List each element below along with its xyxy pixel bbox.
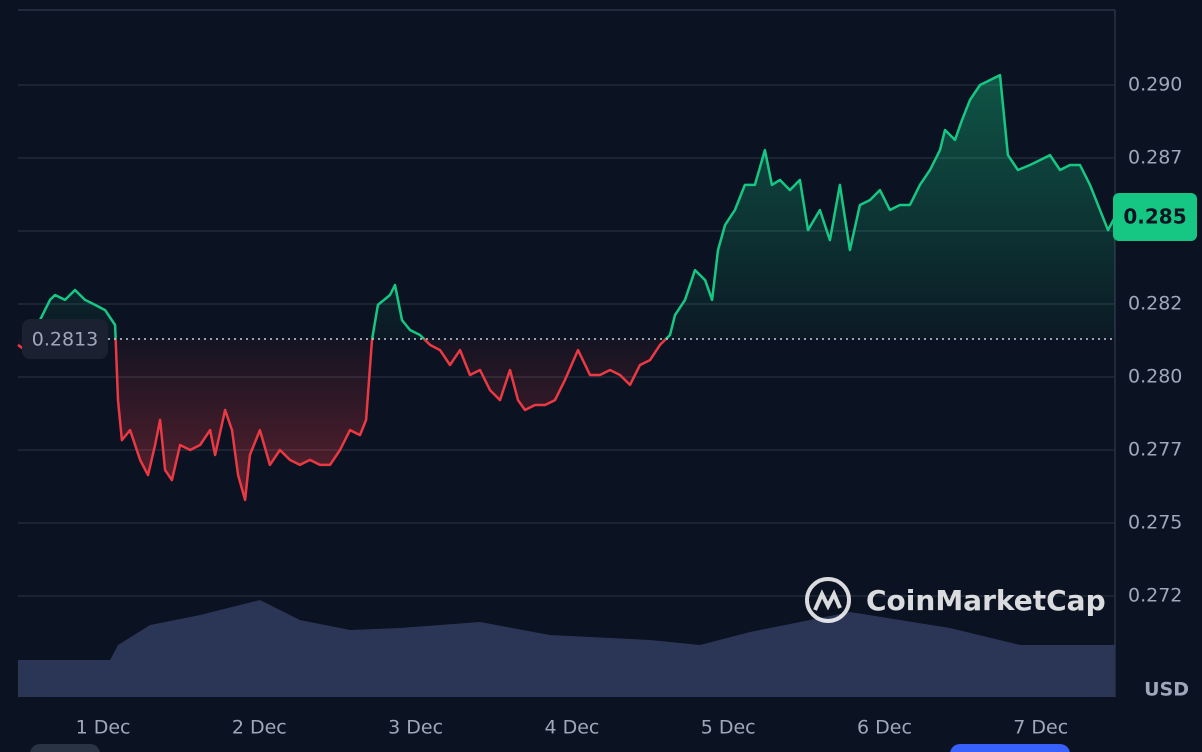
y-tick-label: 0.272 <box>1128 584 1182 606</box>
logo <box>805 577 851 623</box>
x-tick-label: 6 Dec <box>857 717 912 739</box>
baseline-label: 0.2813 <box>32 329 98 351</box>
x-tick-label: 3 Dec <box>388 717 443 739</box>
toolbar-pill[interactable] <box>950 744 1070 752</box>
y-tick-label: 0.277 <box>1128 438 1182 460</box>
price-line <box>17 73 1117 502</box>
currency-label: USD <box>1144 679 1189 701</box>
y-tick-label: 0.280 <box>1128 366 1182 388</box>
watermark-text: CoinMarketCap <box>866 584 1106 617</box>
x-tick-label: 7 Dec <box>1013 717 1068 739</box>
baseline-badge <box>22 319 108 360</box>
x-tick-label: 4 Dec <box>544 717 599 739</box>
watermark: CoinMarketCap <box>805 577 1106 623</box>
volume-area <box>18 600 1115 697</box>
y-tick-label: 0.287 <box>1128 147 1182 169</box>
price-badge-label: 0.285 <box>1123 205 1186 229</box>
logo-mark <box>813 589 842 611</box>
volume <box>18 600 1115 697</box>
price-badge <box>1113 193 1197 242</box>
x-tick-label: 1 Dec <box>76 717 131 739</box>
y-tick-label: 0.282 <box>1128 293 1182 315</box>
x-tick-label: 2 Dec <box>232 717 287 739</box>
x-tick-label: 5 Dec <box>701 717 756 739</box>
grid <box>18 84 1115 597</box>
plot: 0.2813 <box>17 73 1117 502</box>
toolbar-pill[interactable] <box>30 744 100 752</box>
price-area <box>18 75 1115 500</box>
y-tick-label: 0.290 <box>1128 74 1182 96</box>
y-tick-label: 0.275 <box>1128 511 1182 533</box>
